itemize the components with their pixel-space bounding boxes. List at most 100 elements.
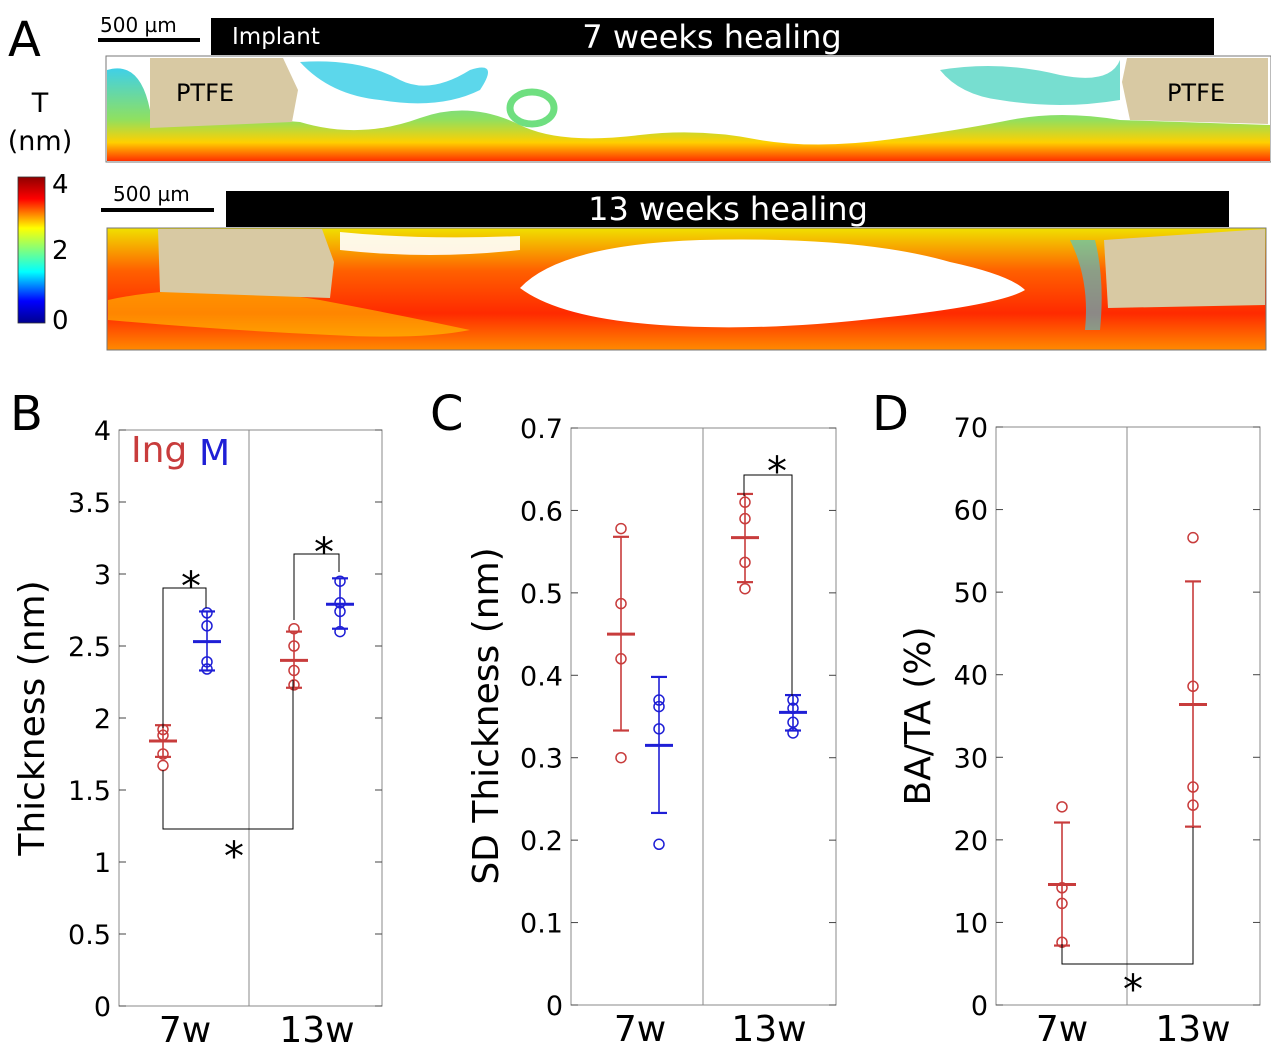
y-axis-label: SD Thickness (nm) [466, 547, 507, 884]
x-tick-label: 7w [614, 1009, 666, 1044]
ptfe-right [1122, 58, 1268, 124]
x-tick-label: 13w [731, 1009, 806, 1044]
data-point [739, 496, 751, 508]
sig-star: * [1123, 967, 1143, 1013]
sig-bracket [293, 553, 340, 620]
y-axis: 0 0.5 1 1.5 2 2.5 3 3.5 4 [68, 416, 382, 1023]
panel-b-label: B [10, 386, 43, 442]
data-point [157, 729, 169, 742]
colorbar-tick-min: 0 [52, 306, 69, 336]
legend-ing: Ing [131, 430, 187, 471]
sig-bracket [743, 474, 793, 696]
data-point [1056, 897, 1068, 910]
data-marks [1048, 531, 1207, 948]
colorbar-tick-mid: 2 [52, 236, 69, 266]
y-tick-label: 0.5 [68, 920, 111, 951]
data-point [787, 702, 799, 715]
tissue-island [506, 88, 558, 128]
data-point [1187, 680, 1199, 693]
data-point [334, 625, 346, 638]
ptfe-left [158, 229, 334, 298]
tissue-strand [108, 290, 470, 337]
data-point [653, 723, 665, 735]
sig-star: * [314, 530, 334, 576]
group-ing-13w [280, 622, 308, 691]
data-point [653, 838, 665, 851]
plot-frame [995, 426, 1261, 1006]
y-axis-label: Thickness (nm) [12, 580, 53, 856]
y-tick-label: 10 [954, 908, 988, 939]
thickness-map-13w: 500 µm 13 weeks healing [101, 182, 1267, 351]
y-tick-label: 0.3 [520, 744, 563, 775]
data-point [288, 679, 300, 691]
colorbar-gradient [17, 176, 46, 324]
x-axis: 7w 13w [1036, 1009, 1231, 1044]
y-tick-label: 0 [971, 991, 988, 1022]
data-point [615, 522, 627, 535]
data-point [334, 575, 346, 587]
panel-a-label: A [8, 12, 41, 68]
data-marks [149, 575, 354, 772]
data-point [157, 759, 169, 772]
sig-star: * [767, 449, 787, 495]
data-point [157, 748, 169, 760]
group-ing-13w [731, 492, 759, 595]
data-point [1056, 881, 1068, 894]
panel-c: C 0 0.1 0.2 0.3 0.4 0.5 0.6 0.7 7w 13w SD Thickn… [430, 386, 837, 1044]
data-point [201, 656, 213, 668]
x-tick-label: 13w [279, 1010, 354, 1044]
ptfe-left-label: PTFE [176, 79, 234, 107]
y-axis-label: BA/TA (%) [898, 626, 939, 805]
y-tick-label: 0 [546, 991, 563, 1022]
data-point [615, 751, 627, 764]
group-m-7w [645, 675, 673, 851]
sig-star: * [224, 834, 244, 880]
ptfe-right [1104, 229, 1265, 308]
y-tick-label: 30 [954, 743, 988, 774]
healing-title-bar [226, 191, 1229, 227]
data-point [201, 620, 213, 632]
x-tick-label: 7w [1036, 1009, 1088, 1044]
data-point [739, 512, 751, 525]
colorbar-tick-max: 4 [52, 170, 69, 200]
data-point [1187, 781, 1199, 793]
y-tick-label: 2.5 [68, 632, 111, 663]
colorbar-unit: (nm) [8, 126, 72, 157]
y-tick-label: 0.6 [520, 496, 563, 527]
data-marks [607, 492, 807, 851]
data-point [787, 716, 799, 729]
y-axis: 0 10 20 30 40 50 60 70 [954, 413, 1260, 1022]
panel-d: D 0 10 20 30 40 50 60 70 7w 13w BA/TA (%) * [872, 386, 1261, 1044]
tissue-strand [300, 61, 488, 104]
thickness-map-7w: 500 µm Implant 7 weeks healing PTFE PTFE [98, 13, 1271, 163]
colorbar: T (nm) 4 2 0 [8, 88, 72, 336]
y-tick-label: 0.7 [520, 414, 563, 445]
sig-bracket [1061, 827, 1194, 965]
healing-title: 13 weeks healing [588, 190, 868, 228]
data-point [334, 605, 346, 618]
y-tick-label: 3 [94, 560, 111, 591]
healing-title-bar [211, 18, 1214, 55]
x-tick-label: 7w [159, 1010, 211, 1044]
y-tick-label: 2 [94, 704, 111, 735]
group-m-13w [779, 693, 807, 739]
group-ing-7w [1048, 801, 1076, 948]
ptfe-right-label: PTFE [1167, 79, 1225, 107]
y-tick-label: 0.5 [520, 579, 563, 610]
data-point [1187, 799, 1199, 811]
plot-frame [118, 429, 383, 1007]
y-tick-label: 50 [954, 578, 988, 609]
y-tick-label: 4 [94, 416, 111, 447]
y-tick-label: 0.4 [520, 661, 563, 692]
scale-bar-label: 500 µm [100, 13, 177, 37]
scale-bar-label: 500 µm [113, 182, 190, 206]
data-point [739, 556, 751, 569]
x-axis: 7w 13w [614, 1009, 807, 1044]
panel-d-label: D [872, 386, 909, 442]
x-tick-label: 13w [1155, 1009, 1230, 1044]
panel-a: A T (nm) 4 2 0 500 µm Implant 7 weeks he… [8, 12, 1271, 351]
tissue-strand [940, 60, 1120, 105]
ptfe-left [150, 58, 298, 128]
group-m-7w [193, 607, 221, 675]
data-point [615, 597, 627, 610]
